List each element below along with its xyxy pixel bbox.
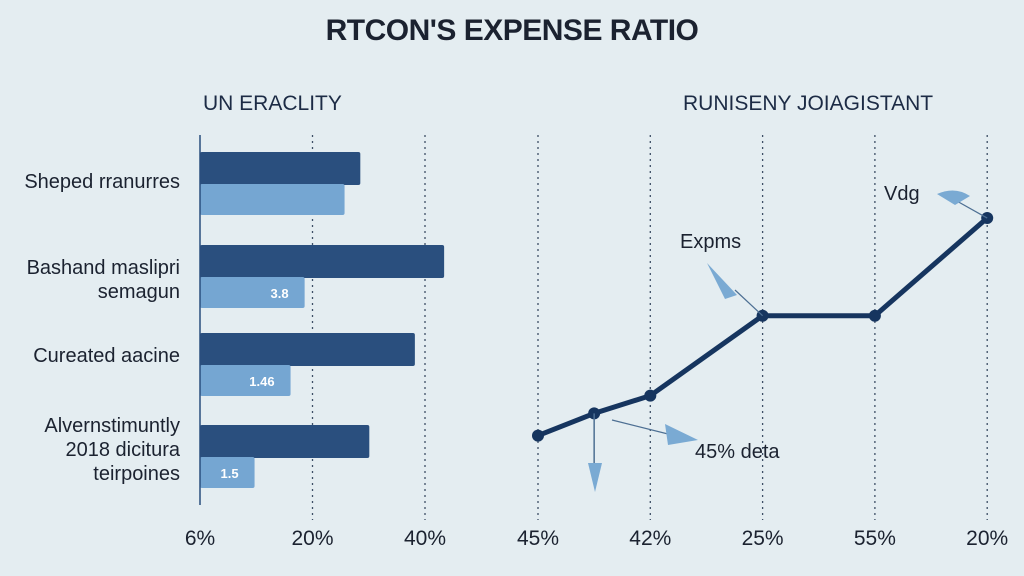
arrow-head-icon <box>937 190 970 205</box>
x-tick-label: 25% <box>742 527 784 550</box>
x-tick-label: 20% <box>966 527 1008 550</box>
data-point <box>532 429 544 442</box>
chart-title: RTCON'S EXPENSE RATIO <box>325 14 699 47</box>
data-point <box>868 309 881 322</box>
bar-data-label: 1.46 <box>249 374 274 389</box>
annotation-label: Vdg <box>884 183 920 205</box>
bar <box>200 245 445 278</box>
bar-category-label: Cureated aacine <box>33 345 180 367</box>
data-point <box>644 389 657 402</box>
bar <box>200 184 345 215</box>
bar-chart-subtitle: UN ERACLITY <box>203 92 342 115</box>
x-tick-label: 40% <box>404 527 446 550</box>
bar-data-label: 3.8 <box>271 286 289 301</box>
arrow-down-icon <box>588 463 602 492</box>
bar-category-label: Alvernstimuntly 2018 dicitura teirpoines <box>44 415 180 485</box>
arrow-head-icon <box>665 424 698 445</box>
x-tick-label: 45% <box>517 527 559 550</box>
bar <box>200 152 361 185</box>
annotation-arrow <box>734 289 764 317</box>
line-chart-subtitle: RUNISENY JOIAGISTANT <box>683 92 934 115</box>
x-tick-label: 55% <box>854 527 896 550</box>
bar-category-label: Sheped rranurres <box>24 171 180 193</box>
annotation-label: Expms <box>680 231 741 253</box>
x-tick-label: 20% <box>291 527 333 550</box>
bar-category-label: Bashand maslipri semagun <box>26 257 180 303</box>
x-tick-label: 42% <box>629 527 671 550</box>
bar <box>200 457 255 488</box>
bar <box>200 333 415 366</box>
arrow-head-icon <box>707 263 737 299</box>
annotation-arrow <box>954 199 988 219</box>
bar <box>200 277 305 308</box>
bar <box>200 365 291 396</box>
bar <box>200 425 370 458</box>
x-tick-label: 6% <box>185 527 215 550</box>
bar-data-label: 1.5 <box>220 466 238 481</box>
annotation-label: 45% deta <box>695 441 780 463</box>
data-line <box>537 216 989 438</box>
